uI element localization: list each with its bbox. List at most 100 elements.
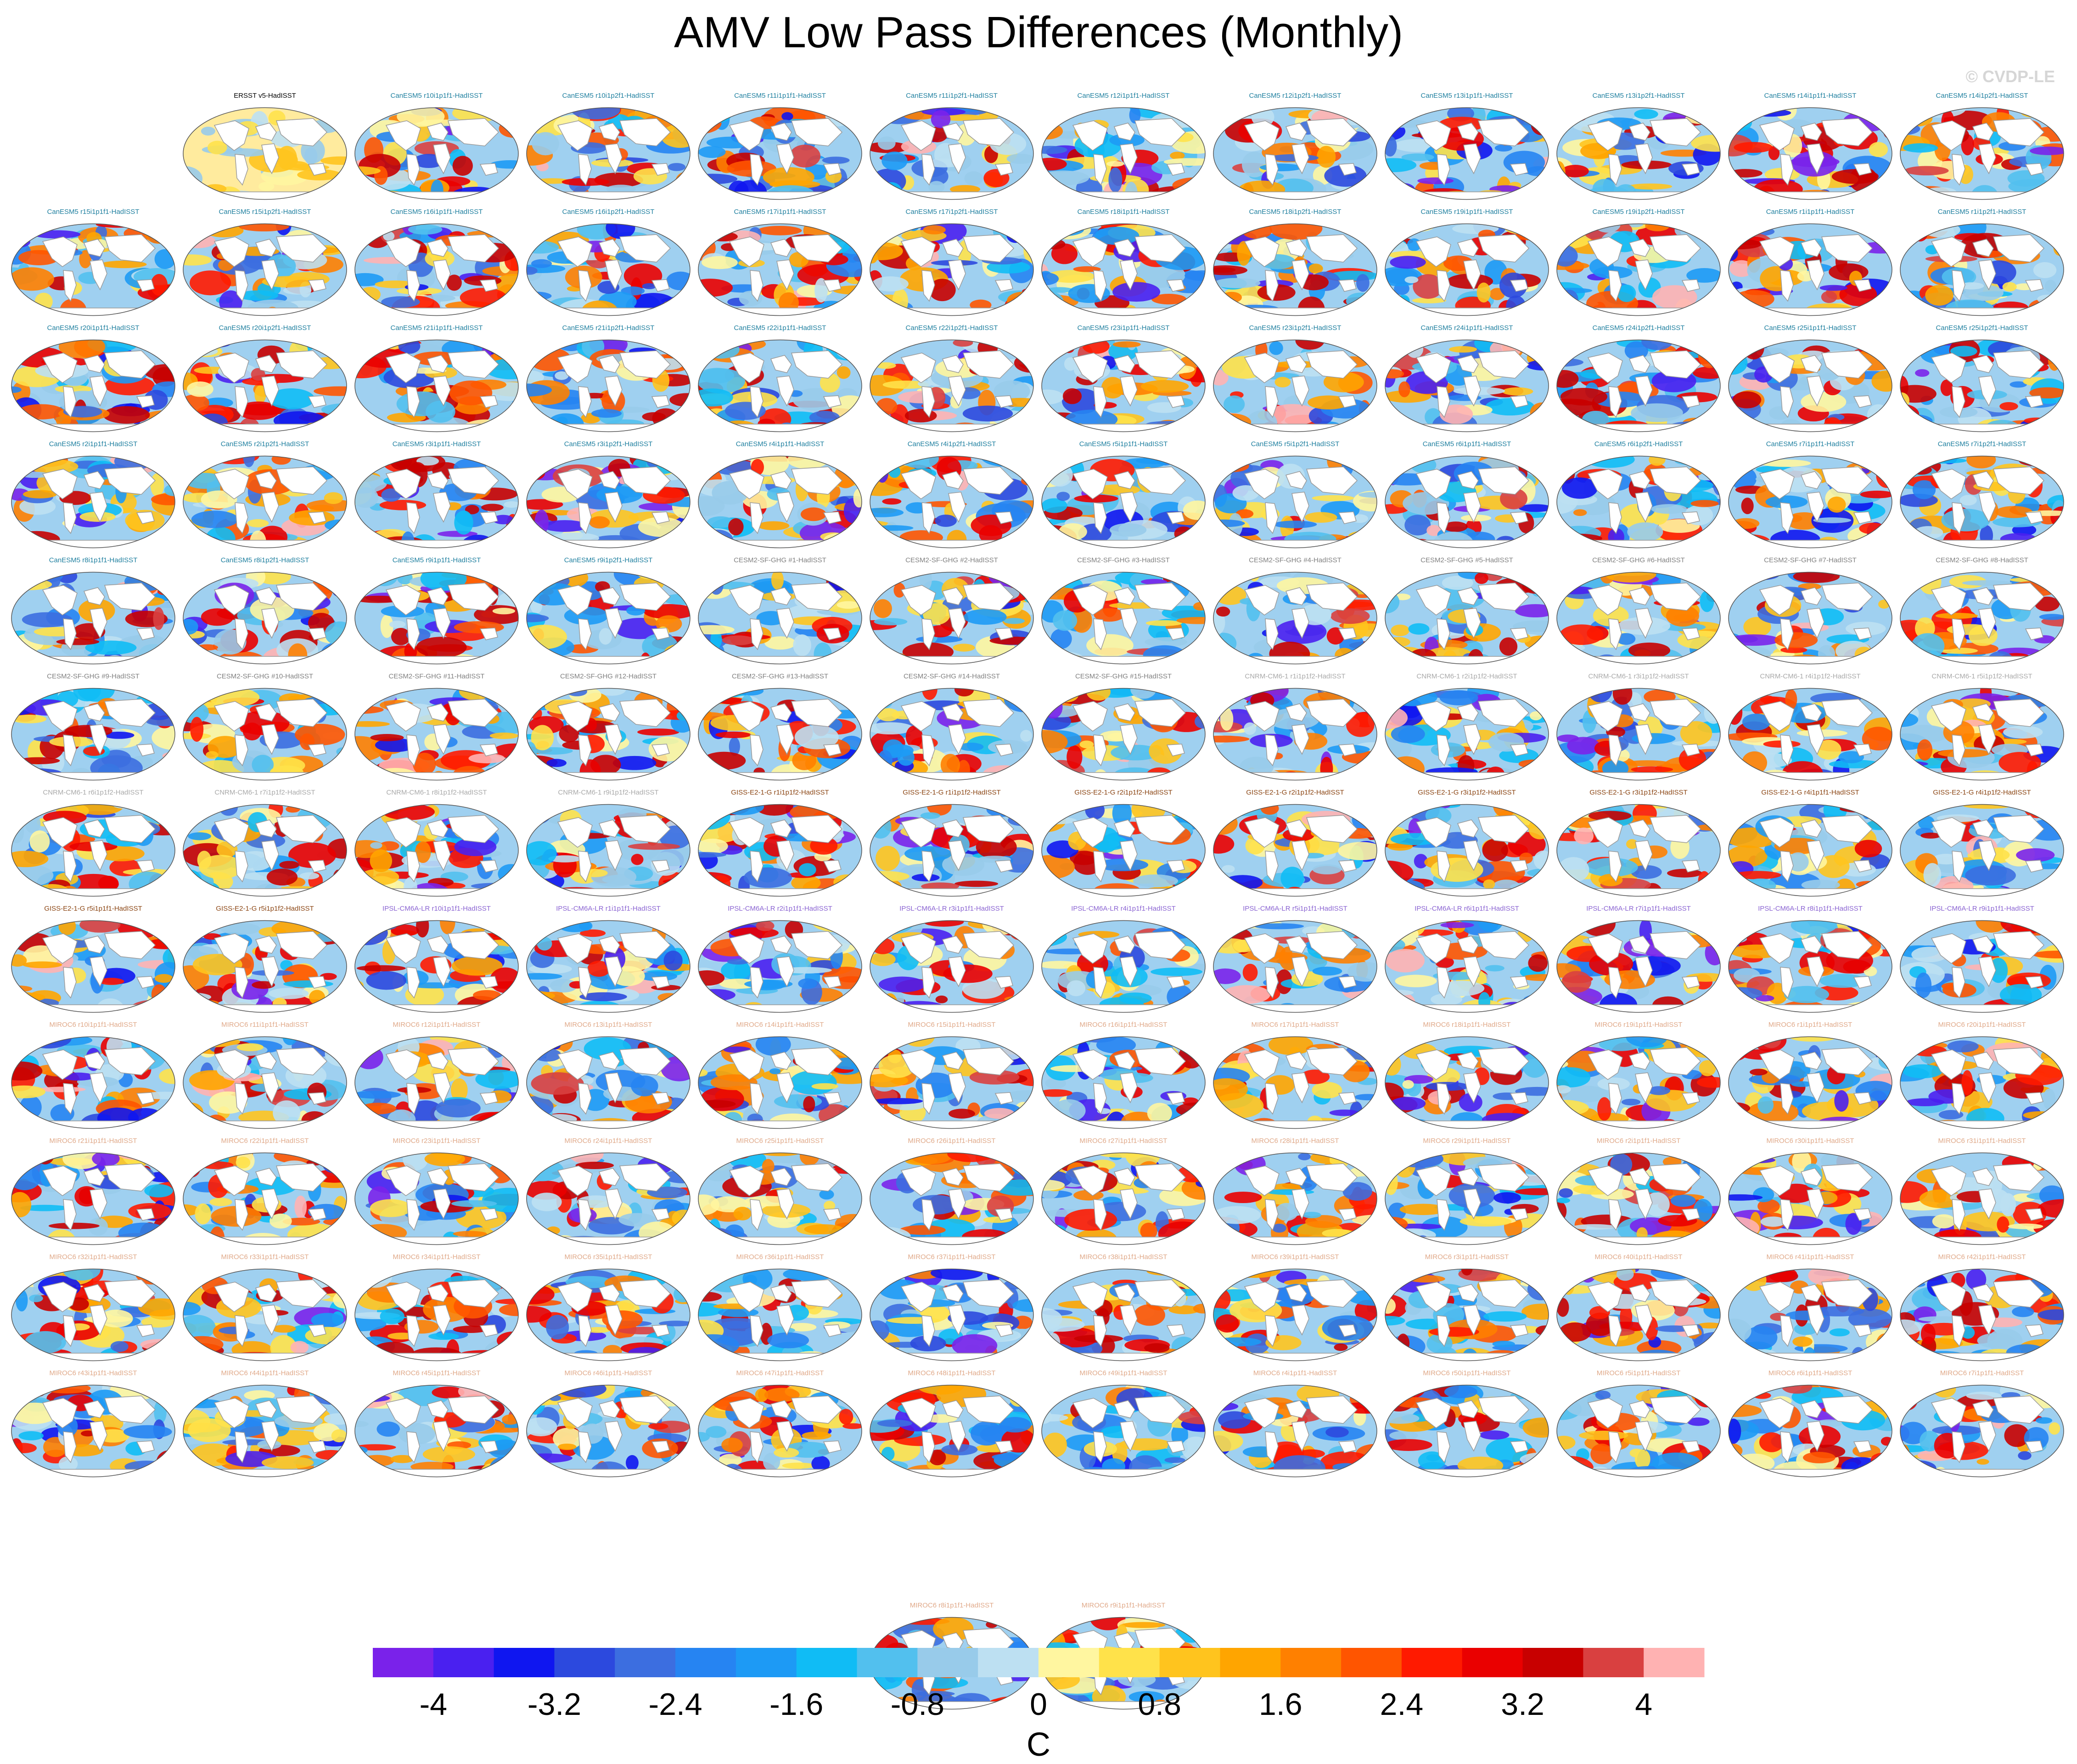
map-panel: ERSST v5-HadISST: [180, 92, 350, 202]
credit-watermark: © CVDP-LE: [1965, 67, 2055, 86]
colorbar-swatch: [1462, 1648, 1523, 1677]
colorbar-swatch: [675, 1648, 736, 1677]
sst-difference-map: [698, 1268, 862, 1361]
map-panel-label: CanESM5 r18i1p2f1-HadISST: [1249, 208, 1342, 216]
map-panel: MIROC6 r12i1p1f1-HadISST: [352, 1021, 522, 1131]
map-panel-label: MIROC6 r13i1p1f1-HadISST: [564, 1021, 652, 1029]
map-panel-label: CNRM-CM6-1 r5i1p1f2-HadISST: [1931, 672, 2032, 680]
map-panel-label: CanESM5 r10i1p2f1-HadISST: [562, 92, 655, 100]
map-panel: CanESM5 r23i1p2f1-HadISST: [1210, 324, 1380, 434]
map-panel: IPSL-CM6A-LR r4i1p1f1-HadISST: [1038, 905, 1208, 1015]
map-panel: CanESM5 r5i1p2f1-HadISST: [1210, 440, 1380, 550]
map-panel: MIROC6 r37i1p1f1-HadISST: [867, 1253, 1037, 1363]
sst-difference-map: [11, 1268, 175, 1361]
map-panel-label: MIROC6 r6i1p1f1-HadISST: [1768, 1369, 1852, 1377]
colorbar-swatch: [554, 1648, 615, 1677]
colorbar-swatch: [1644, 1648, 1705, 1677]
map-panel: CanESM5 r23i1p1f1-HadISST: [1038, 324, 1208, 434]
map-panel: MIROC6 r23i1p1f1-HadISST: [352, 1137, 522, 1247]
map-panel: CanESM5 r15i1p1f1-HadISST: [8, 208, 178, 318]
sst-difference-map: [1213, 1384, 1377, 1478]
map-panel: CESM2-SF-GHG #6-HadISST: [1554, 556, 1723, 666]
map-panel: MIROC6 r46i1p1f1-HadISST: [523, 1369, 693, 1479]
map-panel-label: CanESM5 r18i1p1f1-HadISST: [1077, 208, 1170, 216]
sst-difference-map: [354, 339, 519, 432]
sst-difference-map: [1385, 223, 1549, 316]
sst-difference-map: [526, 1268, 690, 1361]
map-panel-label: CanESM5 r12i1p1f1-HadISST: [1077, 92, 1170, 100]
sst-difference-map: [870, 920, 1034, 1013]
map-panel-label: CanESM5 r19i1p2f1-HadISST: [1592, 208, 1685, 216]
map-panel: MIROC6 r13i1p1f1-HadISST: [523, 1021, 693, 1131]
map-panel: MIROC6 r32i1p1f1-HadISST: [8, 1253, 178, 1363]
sst-difference-map: [1728, 1268, 1892, 1361]
colorbar-swatch: [1583, 1648, 1644, 1677]
sst-difference-map: [11, 688, 175, 781]
map-panel: CanESM5 r22i1p2f1-HadISST: [867, 324, 1037, 434]
sst-difference-map: [1385, 1268, 1549, 1361]
colorbar-units-label: C: [1027, 1726, 1050, 1763]
map-panel: CanESM5 r4i1p1f1-HadISST: [695, 440, 865, 550]
map-panel: CESM2-SF-GHG #1-HadISST: [695, 556, 865, 666]
map-panel-label: CESM2-SF-GHG #15-HadISST: [1075, 672, 1172, 680]
map-panel-label: CanESM5 r5i1p1f1-HadISST: [1079, 440, 1168, 448]
map-panel: CESM2-SF-GHG #14-HadISST: [867, 672, 1037, 783]
map-panel: MIROC6 r35i1p1f1-HadISST: [523, 1253, 693, 1363]
map-panel: CESM2-SF-GHG #10-HadISST: [180, 672, 350, 783]
map-panel-label: GISS-E2-1-G r3i1p1f2-HadISST: [1418, 789, 1516, 796]
map-panel: CanESM5 r7i1p2f1-HadISST: [1897, 440, 2067, 550]
map-panel: CESM2-SF-GHG #4-HadISST: [1210, 556, 1380, 666]
sst-difference-map: [354, 107, 519, 200]
map-panel-label: CanESM5 r23i1p1f1-HadISST: [1077, 324, 1170, 332]
colorbar: -4 -3.2 -2.4 -1.6 -0.8 0 0.8 1.6 2.4 3.2 4: [373, 1648, 1705, 1722]
map-panel-label: GISS-E2-1-G r5i1p1f1-HadISST: [44, 905, 142, 913]
map-panel: MIROC6 r16i1p1f1-HadISST: [1038, 1021, 1208, 1131]
map-panel-label: CNRM-CM6-1 r9i1p1f2-HadISST: [558, 789, 659, 796]
map-panel-label: MIROC6 r38i1p1f1-HadISST: [1079, 1253, 1168, 1261]
sst-difference-map: [1385, 688, 1549, 781]
sst-difference-map: [1728, 455, 1892, 549]
map-panel: CanESM5 r2i1p2f1-HadISST: [180, 440, 350, 550]
map-panel: MIROC6 r3i1p1f1-HadISST: [1382, 1253, 1552, 1363]
sst-difference-map: [11, 571, 175, 665]
sst-difference-map: [1900, 804, 2064, 897]
map-panel: CanESM5 r25i1p2f1-HadISST: [1897, 324, 2067, 434]
sst-difference-map: [1213, 920, 1377, 1013]
colorbar-tick-label: 3.2: [1501, 1687, 1544, 1722]
sst-difference-map: [1041, 804, 1206, 897]
map-panel-label: CESM2-SF-GHG #6-HadISST: [1592, 556, 1685, 564]
map-panel-label: CNRM-CM6-1 r6i1p1f2-HadISST: [43, 789, 144, 796]
sst-difference-map: [1728, 1152, 1892, 1245]
map-panel: MIROC6 r19i1p1f1-HadISST: [1554, 1021, 1723, 1131]
map-panel-label: CanESM5 r14i1p1f1-HadISST: [1764, 92, 1857, 100]
map-panel-label: CanESM5 r2i1p2f1-HadISST: [220, 440, 309, 448]
map-panel: IPSL-CM6A-LR r7i1p1f1-HadISST: [1554, 905, 1723, 1015]
map-panel-label: GISS-E2-1-G r2i1p1f2-HadISST: [1246, 789, 1344, 796]
map-panel: CESM2-SF-GHG #13-HadISST: [695, 672, 865, 783]
sst-difference-map: [1728, 1384, 1892, 1478]
sst-difference-map: [183, 455, 347, 549]
sst-difference-map: [698, 1384, 862, 1478]
colorbar-swatch: [978, 1648, 1039, 1677]
map-panel: IPSL-CM6A-LR r10i1p1f1-HadISST: [352, 905, 522, 1015]
map-panel-label: MIROC6 r22i1p1f1-HadISST: [221, 1137, 309, 1145]
sst-difference-map: [1213, 1152, 1377, 1245]
map-panel-label: CNRM-CM6-1 r1i1p1f2-HadISST: [1245, 672, 1346, 680]
sst-difference-map: [698, 804, 862, 897]
map-panel: MIROC6 r22i1p1f1-HadISST: [180, 1137, 350, 1247]
map-panel: GISS-E2-1-G r2i1p1f2-HadISST: [1038, 789, 1208, 899]
map-panel: CanESM5 r8i1p2f1-HadISST: [180, 556, 350, 666]
map-panel: MIROC6 r18i1p1f1-HadISST: [1382, 1021, 1552, 1131]
map-panel-label: MIROC6 r37i1p1f1-HadISST: [908, 1253, 996, 1261]
map-panel-label: CESM2-SF-GHG #2-HadISST: [905, 556, 998, 564]
map-panel-label: CanESM5 r6i1p1f1-HadISST: [1422, 440, 1511, 448]
map-panel-label: MIROC6 r17i1p1f1-HadISST: [1251, 1021, 1339, 1029]
map-panel: MIROC6 r42i1p1f1-HadISST: [1897, 1253, 2067, 1363]
map-panel-label: MIROC6 r18i1p1f1-HadISST: [1423, 1021, 1511, 1029]
map-panel-label: GISS-E2-1-G r4i1p1f2-HadISST: [1933, 789, 2031, 796]
map-panel-label: CanESM5 r25i1p2f1-HadISST: [1936, 324, 2028, 332]
map-panel-label: MIROC6 r16i1p1f1-HadISST: [1079, 1021, 1168, 1029]
sst-difference-map: [1556, 571, 1721, 665]
sst-difference-map: [354, 688, 519, 781]
map-panel: CanESM5 r15i1p2f1-HadISST: [180, 208, 350, 318]
